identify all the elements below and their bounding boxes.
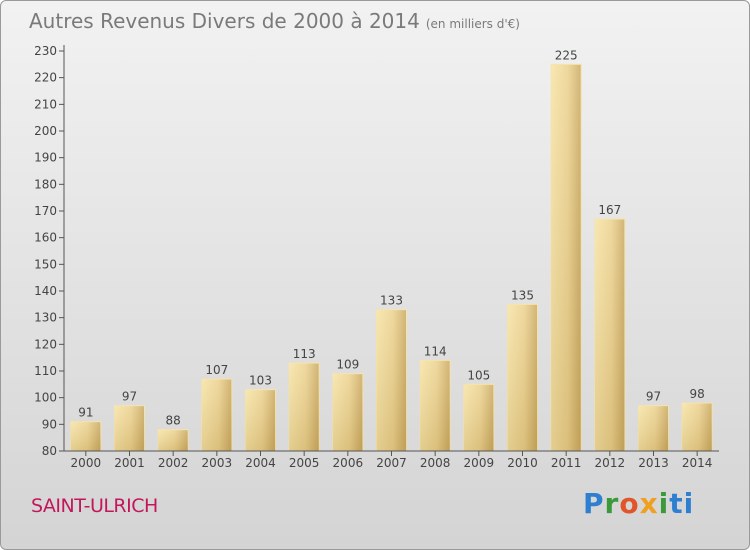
chart-title: Autres Revenus Divers de 2000 à 2014 (en … [29, 9, 520, 33]
commune-name: SAINT-ULRICH [31, 495, 158, 517]
data-label: 103 [249, 374, 272, 388]
y-tick-label: 210 [34, 97, 57, 111]
bar-shade [682, 403, 713, 451]
data-label: 91 [78, 406, 93, 420]
data-label: 113 [293, 347, 316, 361]
proxiti-logo: Proxiti [583, 487, 694, 520]
x-tick-label: 2014 [682, 456, 713, 470]
data-label: 98 [690, 387, 705, 401]
bar-shade [158, 429, 189, 451]
logo-letter: i [658, 487, 670, 520]
x-tick-label: 2009 [464, 456, 495, 470]
data-label: 97 [122, 390, 137, 404]
chart-title-text: Autres Revenus Divers de 2000 à 2014 [29, 9, 420, 33]
logo-letter: o [619, 487, 640, 520]
logo-letter: ti [669, 487, 695, 520]
x-tick-label: 2003 [202, 456, 233, 470]
data-label: 167 [598, 203, 621, 217]
bar-shade [551, 64, 582, 452]
data-label: 105 [467, 368, 490, 382]
data-label: 135 [511, 288, 534, 302]
x-tick-label: 2002 [158, 456, 189, 470]
chart-unit: (en milliers d'€) [425, 17, 520, 31]
x-tick-label: 2000 [71, 456, 102, 470]
data-label: 107 [205, 363, 228, 377]
bar-shade [507, 304, 538, 451]
data-label: 109 [336, 358, 359, 372]
x-tick-label: 2011 [551, 456, 582, 470]
x-tick-label: 2005 [289, 456, 320, 470]
y-tick-label: 160 [34, 231, 57, 245]
y-tick-label: 190 [34, 151, 57, 165]
y-tick-label: 90 [42, 417, 57, 431]
bar-shade [463, 384, 494, 451]
logo-letter: r [604, 487, 620, 520]
y-tick-label: 110 [34, 364, 57, 378]
y-tick-label: 120 [34, 337, 57, 351]
y-tick-label: 100 [34, 391, 57, 405]
y-tick-label: 220 [34, 71, 57, 85]
bar-shade [420, 360, 451, 451]
data-label: 88 [166, 414, 181, 428]
x-tick-label: 2013 [638, 456, 669, 470]
y-tick-label: 150 [34, 257, 57, 271]
bar-shade [376, 309, 407, 451]
x-tick-label: 2007 [376, 456, 407, 470]
bar-shade [114, 405, 145, 451]
bar-shade [594, 219, 625, 451]
y-tick-label: 170 [34, 204, 57, 218]
bar-shade [201, 379, 232, 451]
x-tick-label: 2010 [507, 456, 538, 470]
data-label: 133 [380, 294, 403, 308]
y-tick-label: 140 [34, 284, 57, 298]
y-tick-label: 180 [34, 177, 57, 191]
y-tick-label: 230 [34, 44, 57, 58]
bar-shade [289, 363, 320, 451]
data-label: 97 [646, 390, 661, 404]
bar-shade [245, 389, 276, 451]
logo-letter: P [583, 487, 605, 520]
x-tick-label: 2004 [245, 456, 276, 470]
bar-shade [332, 373, 363, 451]
y-tick-label: 200 [34, 124, 57, 138]
y-tick-label: 80 [42, 444, 57, 458]
logo-letter: x [639, 487, 659, 520]
y-tick-label: 130 [34, 311, 57, 325]
bar-shade [70, 421, 101, 451]
x-tick-label: 2006 [333, 456, 364, 470]
bar-shade [638, 405, 669, 451]
data-label: 114 [424, 344, 447, 358]
x-tick-label: 2008 [420, 456, 451, 470]
x-tick-label: 2001 [114, 456, 145, 470]
data-label: 225 [555, 48, 578, 62]
x-tick-label: 2012 [595, 456, 626, 470]
